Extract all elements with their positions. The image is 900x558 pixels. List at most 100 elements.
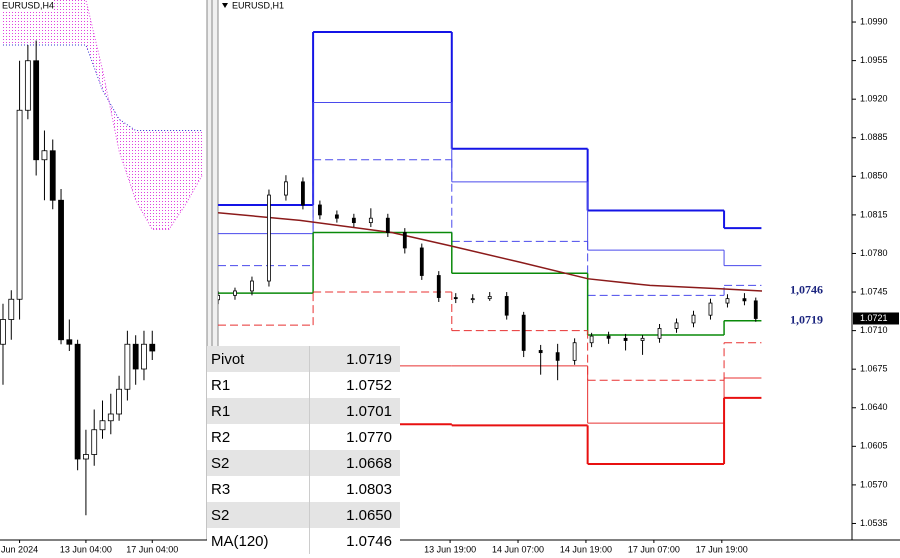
price-tag-box xyxy=(853,312,899,325)
level-name: R1 xyxy=(211,376,231,394)
candle-body xyxy=(504,296,509,316)
candle-body xyxy=(149,343,156,352)
table-row: R2 1.0770 xyxy=(207,424,400,450)
title-arrow xyxy=(222,3,228,8)
candle-body xyxy=(250,280,254,292)
candle-body xyxy=(16,109,23,300)
candle-body xyxy=(725,298,730,304)
candle-body xyxy=(368,217,373,224)
y-tick-label: 1.0570 xyxy=(860,479,888,489)
candle-body xyxy=(116,388,122,415)
cloud-fill xyxy=(2,0,203,230)
table-row: MA(120) 1.0746 xyxy=(207,528,400,554)
level-value: 1.0650 xyxy=(308,502,400,528)
candle-body xyxy=(334,214,339,219)
candle-body xyxy=(538,350,543,354)
candle-body xyxy=(74,343,81,460)
level-annotation: 1,0746 xyxy=(790,283,823,297)
x-tick-label: 17 Jun 07:00 xyxy=(628,544,680,554)
level-value: 1.0719 xyxy=(308,346,400,372)
candle-body xyxy=(402,232,407,249)
table-row: Pivot 1.0719 xyxy=(207,346,400,372)
level-value: 1.0752 xyxy=(308,372,400,398)
level-name: S2 xyxy=(211,454,230,472)
title-box xyxy=(0,0,52,11)
candle-body xyxy=(49,150,56,201)
x-tick-label: 17 Jun 19:00 xyxy=(696,544,748,554)
level-name: Pivot xyxy=(211,350,245,368)
candle-body xyxy=(301,181,305,206)
candle-body xyxy=(521,314,526,351)
candle-body xyxy=(436,275,441,298)
chart-title: EURUSD,H1 xyxy=(232,0,284,10)
y-tick-label: 1.0605 xyxy=(860,441,888,451)
table-row: R1 1.0701 xyxy=(207,398,400,424)
candle-body xyxy=(0,319,6,345)
table-row: S2 1.0650 xyxy=(207,502,400,528)
candle-body xyxy=(24,60,31,111)
levels-table: Pivot 1.0719 R1 1.0752 R1 1.0701 R2 1.0770 S2 1.0… xyxy=(207,346,400,554)
candle-body xyxy=(419,247,424,276)
chart-title: EURUSD,H4 xyxy=(2,0,54,10)
table-row: R1 1.0752 xyxy=(207,372,400,398)
price-tag-label: 1.0721 xyxy=(860,313,888,323)
candle-body xyxy=(8,298,15,320)
level-name: MA(120) xyxy=(211,532,269,550)
y-tick-label: 1.0955 xyxy=(860,55,888,65)
candle-body xyxy=(124,343,131,390)
level-name: R1 xyxy=(211,402,231,420)
plot xyxy=(0,0,203,516)
level-name: S2 xyxy=(211,506,230,524)
y-tick-label: 1.0745 xyxy=(860,286,888,296)
level-name: R3 xyxy=(211,480,231,498)
level-value: 1.0701 xyxy=(308,398,400,424)
candle-body xyxy=(572,342,577,361)
x-tick-label: Jun 2024 xyxy=(1,544,38,554)
candle-body xyxy=(351,217,356,224)
level-name: R2 xyxy=(211,428,231,446)
x-tick-label: 14 Jun 19:00 xyxy=(560,544,612,554)
y-tick-label: 1.0780 xyxy=(860,248,888,258)
y-tick-label: 1.0535 xyxy=(860,518,888,528)
candle-body xyxy=(233,290,237,296)
level-value: 1.0668 xyxy=(308,450,400,476)
y-tick-label: 1.0640 xyxy=(860,402,888,412)
span-a xyxy=(2,44,203,131)
candle-body xyxy=(83,454,89,460)
candle-body xyxy=(470,298,475,301)
candle-body xyxy=(674,322,679,329)
x-tick-label: 13 Jun 19:00 xyxy=(424,544,476,554)
candle-body xyxy=(589,335,594,344)
level-value: 1.0803 xyxy=(308,476,400,502)
candle-body xyxy=(708,302,713,316)
span-b xyxy=(2,0,203,230)
candle-body xyxy=(99,420,106,431)
x-tick-label: 14 Jun 07:00 xyxy=(492,544,544,554)
candle-body xyxy=(623,337,628,341)
table-row: R3 1.0803 xyxy=(207,476,400,502)
candle-body xyxy=(753,300,758,319)
plot xyxy=(218,30,763,465)
candle-body xyxy=(742,298,747,302)
candle-body xyxy=(284,181,288,196)
candle-body xyxy=(487,296,492,300)
candle-body xyxy=(606,335,611,339)
x-tick-label: 13 Jun 04:00 xyxy=(60,544,112,554)
candle-body xyxy=(132,343,139,370)
candle-body xyxy=(141,343,147,370)
candle-body xyxy=(66,339,73,345)
y-tick-label: 1.0675 xyxy=(860,364,888,374)
table-row: S2 1.0668 xyxy=(207,450,400,476)
level-value: 1.0770 xyxy=(308,424,400,450)
candle-body xyxy=(58,199,64,341)
candle-body xyxy=(267,194,271,282)
candle-body xyxy=(640,337,645,341)
candle-body xyxy=(555,352,560,361)
level-annotation: 1,0719 xyxy=(790,312,823,326)
y-tick-label: 1.0920 xyxy=(860,94,888,104)
y-tick-label: 1.0710 xyxy=(860,325,888,335)
y-tick-label: 1.0815 xyxy=(860,209,888,219)
y-tick-label: 1.0885 xyxy=(860,132,888,142)
y-tick-label: 1.0990 xyxy=(860,16,888,26)
candle-body xyxy=(41,150,48,161)
